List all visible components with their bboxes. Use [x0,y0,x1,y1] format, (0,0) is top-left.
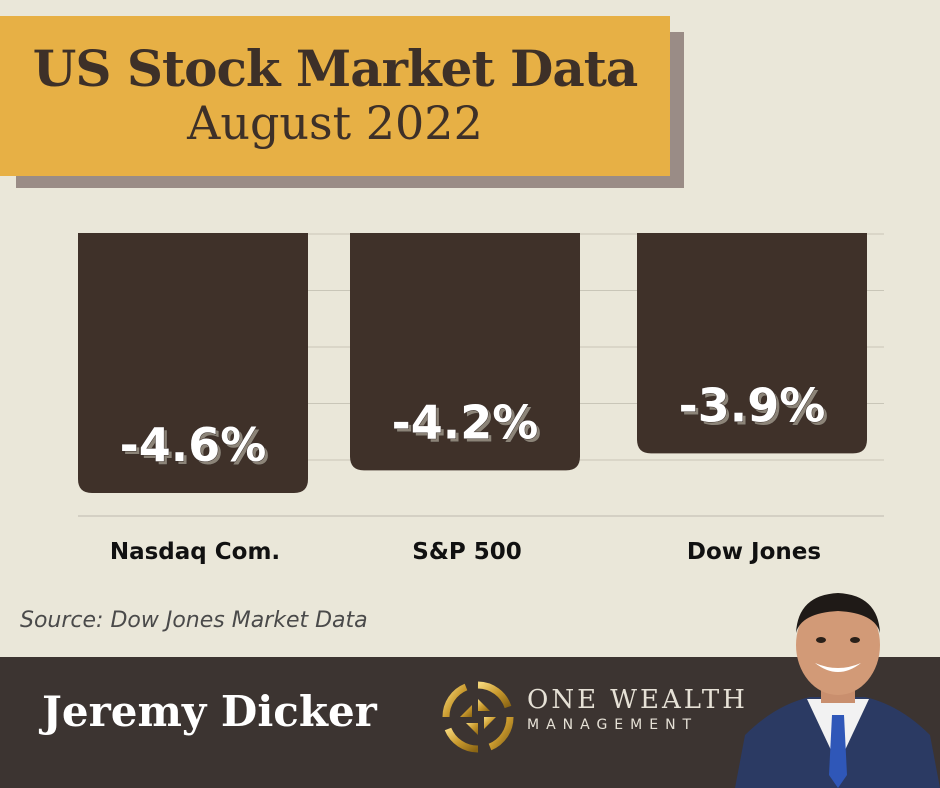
bar-s-p-500 [350,233,580,471]
chart-subtitle: August 2022 [187,95,483,150]
category-label: Nasdaq Com. [110,539,280,565]
category-label: S&P 500 [412,539,522,565]
bar-nasdaq-com- [78,233,308,493]
bar-value-label-shadow: -4.6% [123,421,270,475]
bar-value-label: -4.2% [392,395,539,449]
advisor-portrait [735,593,940,788]
bar-dow-jones [637,233,867,454]
brand-sub-text: MANAGEMENT [527,717,699,733]
bar-value-label-shadow: -4.2% [395,398,542,452]
source-note: Source: Dow Jones Market Data [20,608,368,633]
bar-value-label: -3.9% [679,378,826,432]
advisor-name: Jeremy Dicker [42,687,377,736]
brand-name: ONE WEALTH MANAGEMENT [527,687,748,733]
one-wealth-logo-icon [442,681,514,753]
category-label: Dow Jones [687,539,821,565]
chart-title: US Stock Market Data [32,38,638,98]
brand-main-text: ONE WEALTH [527,685,748,715]
bar-chart: -4.6%-4.6%Nasdaq Com.-4.2%-4.2%S&P 500-3… [78,233,884,565]
title-banner: US Stock Market Data August 2022 [0,16,670,176]
bar-value-label-shadow: -3.9% [682,381,829,435]
bar-value-label: -4.6% [120,418,267,472]
